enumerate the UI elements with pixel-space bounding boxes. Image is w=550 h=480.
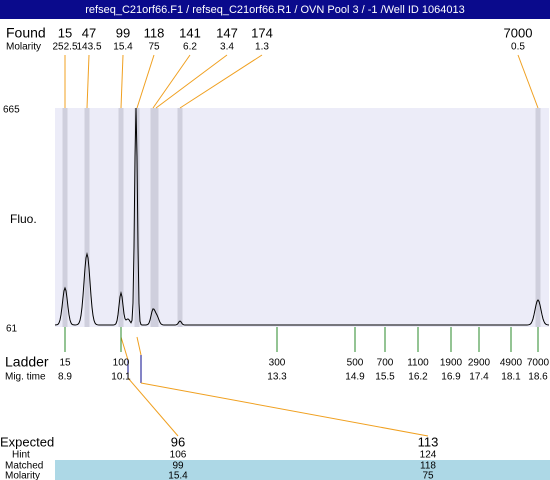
mig-time: 16.2 — [408, 372, 428, 383]
molarity-label: Molarity — [5, 471, 40, 480]
matched-molarity: 75 — [422, 471, 434, 480]
peak-band — [153, 108, 159, 327]
matched-size: 99 — [172, 461, 184, 472]
matched-molarity: 15.4 — [168, 471, 188, 480]
mig-time: 14.9 — [345, 372, 365, 383]
found-molarity: 3.4 — [220, 42, 234, 53]
ladder-label: Ladder — [5, 354, 49, 370]
mig-time: 13.3 — [267, 372, 287, 383]
found-size: 141 — [179, 25, 201, 40]
mig-time: 10.1 — [111, 372, 131, 383]
peak-band — [177, 108, 183, 327]
found-molarity-label: Molarity — [6, 42, 41, 53]
ladder-size: 4900 — [500, 358, 523, 369]
mig-time: 18.1 — [501, 372, 521, 383]
peak-band — [150, 108, 156, 327]
peak-band — [84, 108, 90, 327]
ladder-size: 7000 — [527, 358, 550, 369]
found-molarity: 75 — [148, 42, 160, 53]
found-size: 174 — [251, 25, 273, 40]
expected-label: Expected — [0, 434, 54, 449]
mig-time: 17.4 — [469, 372, 489, 383]
mig-time: 18.6 — [528, 372, 548, 383]
found-molarity: 252.5 — [52, 42, 77, 53]
y-axis-label: Fluo. — [10, 212, 37, 226]
ladder-size: 100 — [113, 358, 130, 369]
matched-highlight — [55, 460, 550, 480]
trace — [54, 107, 550, 326]
hint-size: 124 — [420, 450, 437, 461]
ladder-size: 1900 — [440, 358, 463, 369]
peak-connector — [179, 54, 263, 109]
mig-time-label: Mig. time — [5, 372, 46, 383]
ladder-size: 500 — [347, 358, 364, 369]
found-molarity: 1.3 — [255, 42, 269, 53]
peak-connector — [155, 54, 228, 109]
found-size: 147 — [216, 25, 238, 40]
found-size: 118 — [144, 25, 165, 40]
peak-band — [118, 108, 124, 327]
hint-size: 106 — [170, 450, 187, 461]
found-size: 7000 — [504, 25, 533, 40]
peak-connector — [136, 54, 155, 109]
found-molarity: 6.2 — [183, 42, 197, 53]
peak-connector — [152, 54, 191, 109]
found-size: 99 — [116, 25, 130, 40]
peak-connector — [517, 54, 539, 109]
mig-time: 16.9 — [441, 372, 461, 383]
expected-size: 113 — [418, 434, 439, 449]
connector — [127, 377, 179, 437]
found-size: 15 — [58, 25, 72, 40]
ladder-size: 1100 — [407, 358, 429, 369]
peak-band — [134, 108, 140, 327]
matched-size: 118 — [420, 461, 436, 472]
peak-band — [535, 108, 541, 327]
ladder-size: 300 — [269, 358, 286, 369]
peak-connector — [120, 54, 124, 109]
y-tick-label: 61 — [6, 324, 18, 335]
y-tick-label: 665 — [3, 105, 20, 116]
found-size: 47 — [82, 25, 96, 40]
peak-connector — [86, 54, 90, 109]
ladder-size: 700 — [377, 358, 394, 369]
ladder-size: 2900 — [468, 358, 491, 369]
found-molarity: 143.5 — [76, 42, 101, 53]
peak-band — [62, 108, 68, 327]
connector — [136, 336, 142, 356]
title: refseq_C21orf66.F1 / refseq_C21orf66.R1 … — [85, 4, 465, 16]
expected-size: 96 — [171, 434, 185, 449]
connector — [140, 382, 429, 437]
title-bar — [0, 0, 550, 19]
matched-label: Matched — [5, 461, 43, 472]
hint-label: Hint — [12, 450, 30, 461]
mig-time: 15.5 — [375, 372, 395, 383]
connector — [120, 336, 129, 361]
mig-time: 8.9 — [58, 372, 72, 383]
plot-area — [55, 108, 549, 327]
found-molarity: 15.4 — [113, 42, 133, 53]
found-molarity: 0.5 — [511, 42, 525, 53]
ladder-size: 15 — [59, 358, 71, 369]
found-label: Found — [6, 25, 46, 41]
